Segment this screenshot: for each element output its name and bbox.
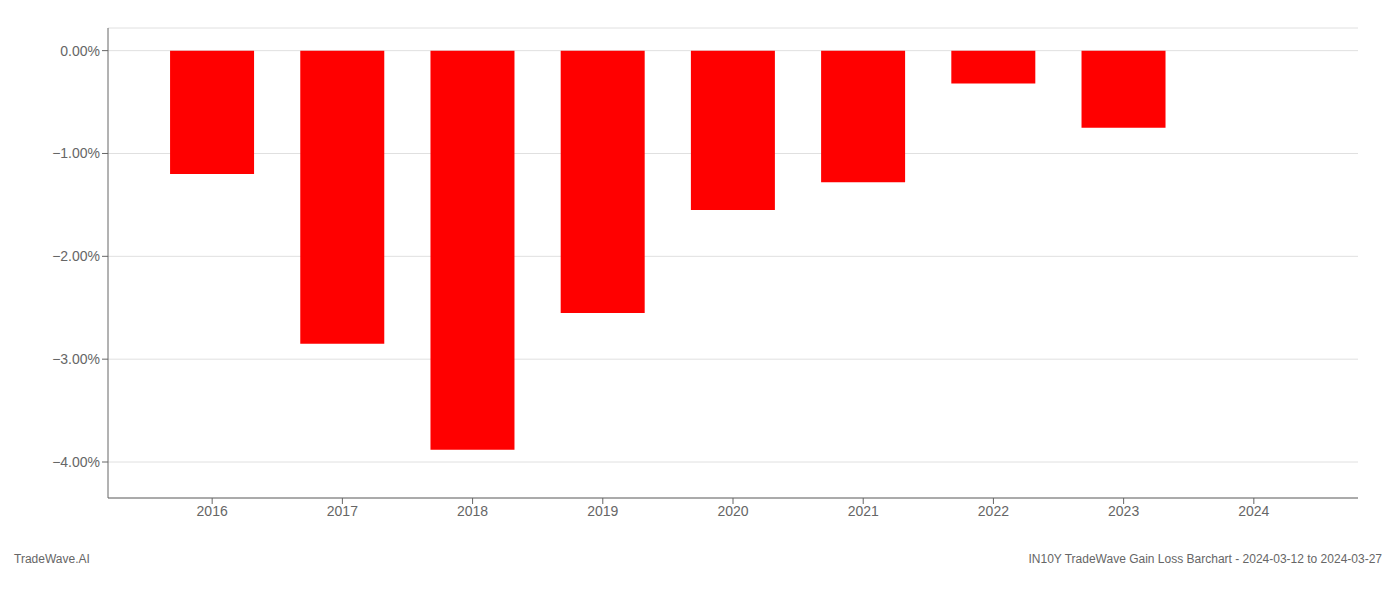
svg-text:2022: 2022 bbox=[978, 503, 1009, 519]
svg-text:−1.00%: −1.00% bbox=[52, 145, 100, 161]
svg-text:2021: 2021 bbox=[848, 503, 879, 519]
svg-text:2016: 2016 bbox=[197, 503, 228, 519]
html-text:TradeWave.AI: TradeWave.AI bbox=[14, 552, 90, 566]
svg-text:−4.00%: −4.00% bbox=[52, 454, 100, 470]
svg-text:0.00%: 0.00% bbox=[60, 43, 100, 59]
svg-text:−3.00%: −3.00% bbox=[52, 351, 100, 367]
svg-text:−2.00%: −2.00% bbox=[52, 248, 100, 264]
svg-text:2017: 2017 bbox=[327, 503, 358, 519]
svg-text:2019: 2019 bbox=[587, 503, 618, 519]
svg-text:2020: 2020 bbox=[717, 503, 748, 519]
svg-text:2018: 2018 bbox=[457, 503, 488, 519]
html-text:IN10Y TradeWave Gain Loss Barc: IN10Y TradeWave Gain Loss Barchart - 202… bbox=[1028, 552, 1382, 566]
svg-text:2024: 2024 bbox=[1238, 503, 1269, 519]
svg-text:2023: 2023 bbox=[1108, 503, 1139, 519]
